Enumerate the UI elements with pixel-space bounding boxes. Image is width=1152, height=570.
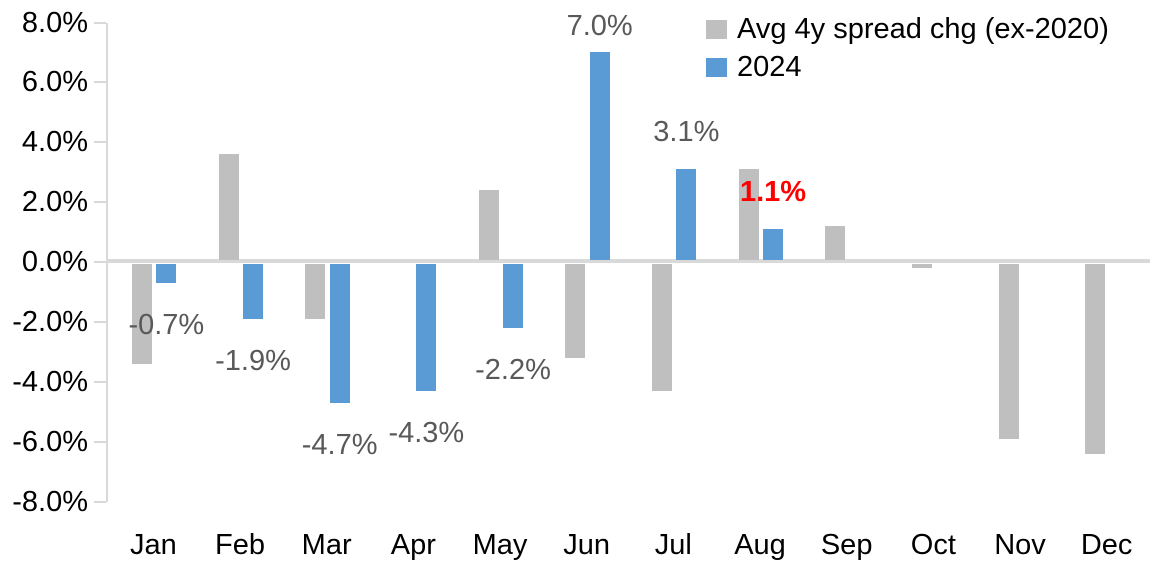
bar-2024-jul — [676, 169, 697, 260]
data-label-apr: -4.3% — [388, 416, 465, 449]
y-axis-tick-mark — [94, 500, 106, 503]
y-axis-tick-label: -4.0% — [12, 365, 88, 398]
bar-2024-may — [503, 264, 523, 328]
data-label-jul: 3.1% — [653, 116, 720, 149]
data-label-may: -2.2% — [475, 353, 551, 386]
zero-baseline — [108, 259, 1150, 263]
bar-avg-jul — [651, 264, 672, 391]
y-axis-tick-label: -2.0% — [12, 305, 88, 338]
bar-avg-oct — [911, 264, 932, 268]
bar-avg-sep — [825, 226, 846, 260]
y-axis-tick-label: 2.0% — [21, 186, 88, 219]
x-axis-label-jul: Jul — [654, 529, 692, 561]
y-axis-line — [106, 22, 108, 502]
x-axis-label-feb: Feb — [215, 529, 265, 561]
bar-avg-may — [478, 190, 499, 260]
bar-avg-mar — [305, 264, 326, 319]
bar-avg-jun — [565, 264, 586, 358]
x-axis-label-may: May — [472, 529, 528, 561]
y-axis-tick-mark — [94, 261, 106, 263]
x-axis-label-oct: Oct — [910, 529, 956, 561]
bar-2024-apr — [416, 264, 437, 391]
x-axis-label-jan: Jan — [129, 529, 177, 561]
bar-2024-feb — [243, 264, 263, 319]
legend-swatch-avg — [706, 19, 727, 39]
y-axis-tick-mark — [94, 380, 106, 383]
y-axis-tick-mark — [94, 440, 106, 443]
y-axis-tick-label: 4.0% — [21, 126, 88, 159]
y-axis-tick-mark — [94, 320, 106, 323]
y-axis-tick-label: 8.0% — [21, 6, 88, 39]
y-axis-tick-label: -8.0% — [12, 485, 88, 518]
x-axis-label-aug: Aug — [734, 529, 786, 561]
y-axis-tick-mark — [94, 81, 106, 84]
bar-2024-jan — [156, 264, 177, 283]
legend-label-2024: 2024 — [737, 51, 802, 83]
bar-avg-nov — [998, 264, 1019, 439]
x-axis-label-nov: Nov — [994, 529, 1046, 561]
bar-avg-dec — [1085, 264, 1106, 454]
x-axis-label-sep: Sep — [820, 529, 873, 561]
data-label-feb: -1.9% — [215, 344, 291, 377]
bar-avg-feb — [218, 154, 239, 260]
data-label-jun: 7.0% — [566, 10, 633, 42]
y-axis-tick-label: -6.0% — [12, 425, 88, 458]
bar-avg-aug — [738, 169, 759, 260]
legend-label-avg: Avg 4y spread chg (ex-2020) — [737, 13, 1109, 45]
data-label-aug: 1.1% — [739, 176, 807, 209]
x-axis-label-apr: Apr — [390, 529, 436, 561]
x-axis-label-dec: Dec — [1080, 529, 1133, 561]
y-axis-tick-label: 0.0% — [21, 246, 88, 278]
bar-avg-jan — [131, 264, 152, 364]
legend: Avg 4y spread chg (ex-2020) 2024 — [706, 10, 1109, 86]
legend-swatch-2024 — [706, 57, 727, 77]
x-axis-label-mar: Mar — [301, 529, 352, 561]
legend-item-avg: Avg 4y spread chg (ex-2020) — [706, 10, 1109, 48]
data-label-jan: -0.7% — [128, 308, 205, 341]
y-axis-tick-mark — [94, 201, 106, 204]
bar-2024-jun — [589, 52, 610, 260]
bar-2024-mar — [329, 264, 350, 403]
data-label-mar: -4.7% — [301, 428, 378, 461]
y-axis-tick-label: 6.0% — [21, 66, 88, 99]
y-axis-tick-mark — [94, 141, 106, 144]
y-axis-tick-mark — [94, 21, 106, 24]
legend-item-2024: 2024 — [706, 48, 1109, 86]
bar-2024-aug — [763, 229, 783, 260]
x-axis-label-jun: Jun — [563, 529, 611, 561]
